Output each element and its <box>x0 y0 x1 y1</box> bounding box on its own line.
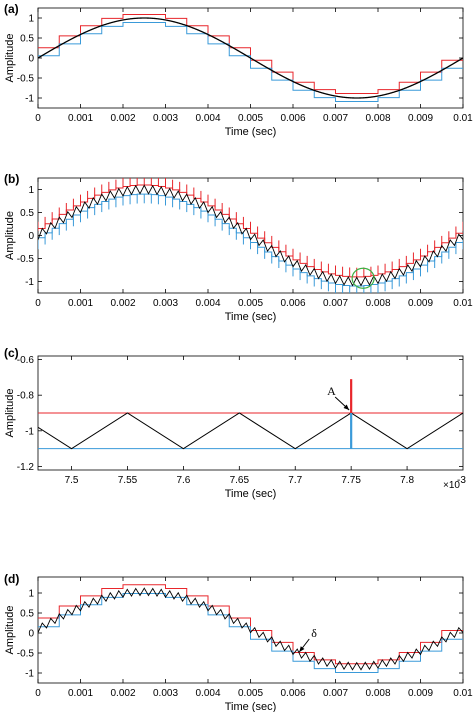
x-axis-label: Time (sec) <box>225 701 277 712</box>
y-axis-label: Amplitude <box>4 211 16 260</box>
y-tick-label: -0.5 <box>17 74 35 85</box>
x-tick-label: 0.003 <box>153 688 178 699</box>
y-tick-label: 0.5 <box>20 34 34 45</box>
y-tick-label: 1 <box>28 14 34 25</box>
y-axis-label: Amplitude <box>4 34 16 83</box>
chart-panel-2: (b) 0 0.001 0.002 0.003 0.004 0.005 0.006 0.007 0… <box>4 172 473 323</box>
x-tick-label: 0.006 <box>280 298 305 309</box>
y-tick-label: 1 <box>28 589 34 600</box>
chart-panel-3: (c) 7.5 7.55 7.6 7.65 7.7 7.75 7.8 -0.6 -0.8 -1 -1.… <box>4 346 466 500</box>
y-tick-label: 0 <box>28 231 34 242</box>
y-tick-label: 1 <box>28 185 34 196</box>
x-tick-label: 0.001 <box>68 298 93 309</box>
x-tick-label: 0.002 <box>110 298 135 309</box>
panel-label: (b) <box>4 172 19 186</box>
x-tick-label: 0.007 <box>323 298 348 309</box>
y-tick-label: 0.5 <box>20 208 34 219</box>
x-tick-label: 0.007 <box>323 113 348 124</box>
y-tick-label: -1 <box>25 94 34 105</box>
x-tick-label: 0.008 <box>365 113 390 124</box>
y-axis-label: Amplitude <box>4 389 16 438</box>
x-axis-label: Time (sec) <box>225 311 277 323</box>
series-group <box>38 379 463 450</box>
x-axis-label: Time (sec) <box>225 488 277 500</box>
panel-label: (c) <box>4 346 19 360</box>
y-tick-label: 0 <box>28 54 34 65</box>
y-tick-label: -0.6 <box>17 355 35 366</box>
series-line-2 <box>38 587 463 671</box>
series-line-2 <box>38 17 463 99</box>
y-tick-label: -0.8 <box>17 391 35 402</box>
annotation-label: δ <box>311 626 317 640</box>
x-tick-label: 0.004 <box>195 113 220 124</box>
series-line-0 <box>38 584 463 665</box>
series-line-2 <box>38 412 463 450</box>
highlight-circle <box>351 267 375 289</box>
panel-label: (a) <box>4 2 19 16</box>
x-tick-label: 0.01 <box>453 298 473 309</box>
series-group <box>38 178 463 293</box>
x-tick-label: 0 <box>35 113 41 124</box>
y-tick-label: -1.2 <box>17 462 35 473</box>
chart-panel-1: (a) 0 0.001 0.002 0.003 0.004 0.005 0.006 0.007 0… <box>4 2 473 138</box>
x-tick-label: 0.004 <box>195 688 220 699</box>
x-tick-label: 0.008 <box>365 688 390 699</box>
x-tick-label: 7.65 <box>230 475 250 486</box>
x-tick-label: 0.002 <box>110 688 135 699</box>
x-tick-label: 7.5 <box>65 475 79 486</box>
y-axis-label: Amplitude <box>4 606 16 655</box>
x-tick-label: 0.003 <box>153 113 178 124</box>
x-tick-label: 7.75 <box>341 475 361 486</box>
x-tick-label: 0.009 <box>408 298 433 309</box>
annotation-label: A <box>327 384 336 398</box>
series-line-2 <box>38 184 463 287</box>
series-group <box>38 584 463 674</box>
series-line-1 <box>38 21 463 103</box>
x-tick-label: 0.006 <box>280 113 305 124</box>
x-tick-label: 0.007 <box>323 688 348 699</box>
x-axis-multiplier-exponent: -3 <box>457 475 466 486</box>
x-axis-multiplier: ×10 <box>443 480 460 491</box>
y-tick-label: 0 <box>28 629 34 640</box>
x-tick-label: 7.7 <box>288 475 302 486</box>
annotation-arrow-head <box>343 404 350 410</box>
y-tick-label: -0.5 <box>17 649 35 660</box>
panel-label: (d) <box>4 572 19 586</box>
series-group <box>38 13 463 103</box>
x-tick-label: 0.01 <box>453 113 473 124</box>
x-axis-label: Time (sec) <box>225 126 277 138</box>
x-tick-label: 0.005 <box>238 113 263 124</box>
x-tick-label: 0.002 <box>110 113 135 124</box>
x-tick-label: 0.009 <box>408 113 433 124</box>
x-tick-label: 0.001 <box>68 688 93 699</box>
x-tick-label: 0.005 <box>238 298 263 309</box>
x-tick-label: 0.004 <box>195 298 220 309</box>
x-tick-label: 0.003 <box>153 298 178 309</box>
x-tick-label: 0 <box>35 688 41 699</box>
x-tick-label: 0.008 <box>365 298 390 309</box>
annotation-arrow-head <box>299 646 305 652</box>
y-tick-label: -1 <box>25 669 34 680</box>
y-tick-label: -1 <box>25 277 34 288</box>
x-tick-label: 7.55 <box>118 475 138 486</box>
y-tick-label: -0.5 <box>17 254 35 265</box>
x-tick-label: 0 <box>35 298 41 309</box>
chart-panel-4: (d) 0 0.001 0.002 0.003 0.004 0.005 0.006 0.007 0… <box>4 572 473 713</box>
y-tick-label: -1 <box>25 426 34 437</box>
x-tick-label: 0.006 <box>280 688 305 699</box>
x-tick-label: 7.6 <box>176 475 190 486</box>
x-tick-label: 0.009 <box>408 688 433 699</box>
x-tick-label: 0.001 <box>68 113 93 124</box>
y-tick-label: 0.5 <box>20 609 34 620</box>
series-line-0 <box>38 13 463 95</box>
x-tick-label: 0.005 <box>238 688 263 699</box>
x-tick-label: 0.01 <box>453 688 473 699</box>
x-tick-label: 7.8 <box>400 475 414 486</box>
